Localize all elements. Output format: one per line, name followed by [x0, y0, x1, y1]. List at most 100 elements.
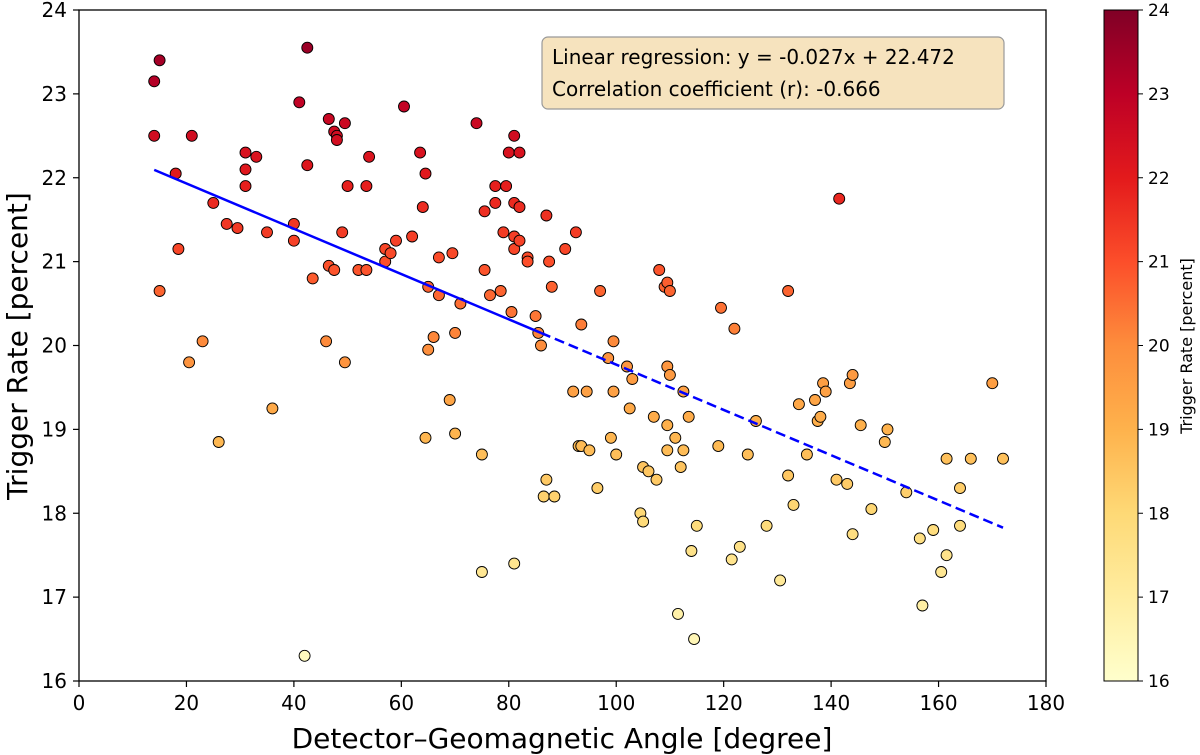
data-point	[322, 113, 335, 125]
data-point	[489, 180, 502, 193]
data-point	[521, 255, 534, 268]
data-point	[787, 498, 800, 511]
data-point	[443, 394, 456, 406]
data-point	[782, 285, 795, 297]
data-point	[569, 226, 582, 239]
data-point	[782, 469, 795, 482]
x-tick-label: 180	[1027, 691, 1065, 715]
colorbar-tick-label: 19	[1148, 420, 1170, 440]
data-point	[881, 423, 894, 436]
x-tick-label: 100	[597, 691, 635, 715]
data-point	[935, 566, 948, 578]
colorbar-tick-label: 23	[1148, 85, 1170, 105]
data-point	[800, 448, 813, 461]
data-point	[663, 285, 676, 297]
data-point	[733, 540, 746, 553]
data-point	[623, 402, 636, 415]
data-point	[390, 234, 402, 247]
data-point	[502, 146, 515, 159]
data-point	[841, 477, 854, 490]
annotation-box	[541, 36, 1005, 110]
data-point	[513, 234, 526, 247]
data-point	[298, 649, 311, 662]
colorbar-tick-label: 24	[1148, 1, 1170, 21]
data-point	[328, 264, 341, 276]
data-point	[712, 440, 725, 453]
data-point	[427, 331, 440, 344]
data-point	[398, 100, 410, 113]
data-point	[212, 436, 225, 448]
data-point	[663, 368, 676, 381]
data-point	[604, 431, 617, 444]
data-point	[986, 377, 999, 390]
annotation-regression-text: Linear regression: y = -0.027x + 22.472	[552, 45, 955, 69]
data-point	[416, 201, 429, 214]
data-point	[484, 289, 496, 302]
y-tick-label: 17	[42, 585, 67, 609]
data-point	[470, 117, 483, 130]
data-point	[607, 385, 620, 398]
data-point	[865, 503, 878, 516]
data-point	[650, 473, 663, 486]
regression-line-solid	[153, 168, 542, 335]
data-point	[642, 465, 655, 478]
colorbar-ticks: 16 17 18 19 20 21 22 23 24	[1138, 1, 1170, 692]
colorbar-tick-label: 20	[1148, 337, 1170, 357]
x-tick-label: 20	[174, 691, 199, 715]
data-point	[360, 180, 373, 193]
data-point	[266, 402, 279, 415]
data-point	[685, 545, 698, 557]
data-point	[207, 196, 220, 209]
data-point	[661, 444, 674, 457]
x-tick-label: 120	[705, 691, 743, 715]
data-point	[497, 226, 510, 239]
data-point	[540, 473, 553, 486]
data-points	[148, 41, 1009, 662]
data-point	[774, 574, 787, 587]
data-point	[809, 394, 821, 406]
data-point	[927, 524, 940, 536]
data-point	[148, 75, 161, 88]
regression-line-dashed	[540, 331, 1004, 529]
colorbar-label: Trigger Rate [percent]	[1177, 258, 1196, 435]
data-point	[964, 452, 977, 465]
data-point	[682, 410, 695, 423]
data-point	[500, 180, 513, 193]
data-point	[239, 163, 252, 176]
data-point	[172, 243, 185, 255]
data-point	[301, 41, 314, 54]
data-point	[338, 117, 351, 130]
data-point	[148, 129, 161, 142]
data-point	[715, 301, 727, 314]
data-point	[661, 419, 674, 432]
data-point	[449, 427, 462, 440]
plot-frame	[78, 9, 1047, 682]
data-point	[997, 452, 1009, 465]
data-point	[231, 222, 244, 235]
x-tick-label: 60	[389, 691, 414, 715]
data-point	[653, 264, 666, 276]
data-point	[900, 486, 913, 499]
data-point	[336, 226, 349, 239]
y-tick-label: 16	[42, 669, 67, 693]
data-point	[940, 549, 953, 562]
data-point	[422, 343, 435, 356]
data-point	[690, 519, 703, 532]
data-point	[250, 150, 263, 163]
data-point	[338, 356, 351, 369]
data-point	[494, 285, 507, 297]
colorbar-tick-label: 21	[1148, 253, 1170, 273]
data-point	[446, 247, 459, 260]
y-tick-label: 24	[42, 0, 67, 22]
data-point	[513, 201, 526, 214]
data-point	[626, 373, 639, 385]
data-point	[220, 217, 233, 230]
data-point	[505, 306, 518, 318]
x-tick-label: 0	[73, 691, 86, 715]
data-point	[725, 553, 738, 566]
data-point	[954, 482, 966, 495]
data-point	[819, 385, 832, 398]
data-point	[672, 607, 684, 620]
data-point	[916, 599, 929, 612]
